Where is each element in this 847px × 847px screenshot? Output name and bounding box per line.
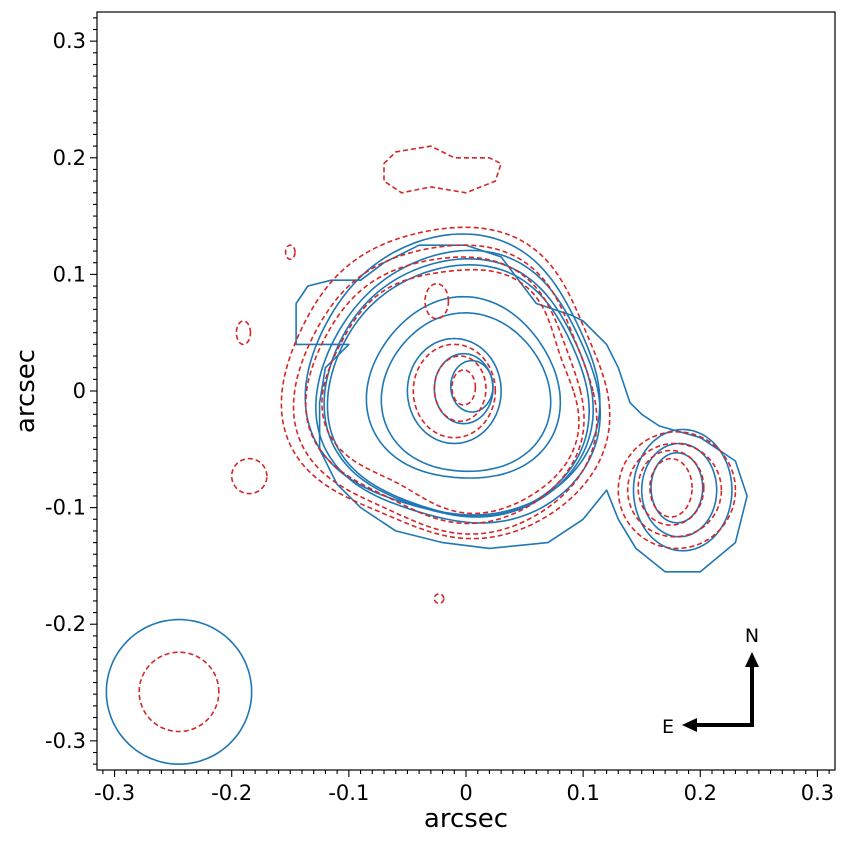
x-tick-label: 0.2 xyxy=(684,781,717,805)
dashed-contour-16 xyxy=(433,593,445,604)
dashed-contour-11 xyxy=(424,282,450,320)
solid-contour-3 xyxy=(326,264,590,518)
x-axis-label: arcsec xyxy=(424,804,508,834)
x-tick-label: 0.3 xyxy=(801,781,834,805)
dashed-contour-2 xyxy=(304,256,585,525)
dashed-contour-14 xyxy=(235,320,252,346)
y-axis-label: arcsec xyxy=(11,349,41,433)
dashed-contour-0 xyxy=(280,226,611,540)
compass-north-label: N xyxy=(745,625,759,647)
y-tick-label: -0.3 xyxy=(45,729,86,753)
y-tick-label: 0.1 xyxy=(53,262,86,286)
y-tick-label: -0.2 xyxy=(45,612,86,636)
solid-contour-5 xyxy=(380,312,552,473)
dashed-contour-10 xyxy=(649,457,693,518)
dashed-contour-5 xyxy=(433,355,487,423)
dashed-contour-1 xyxy=(292,244,598,535)
y-tick-label: 0 xyxy=(73,379,86,403)
y-tick-label: -0.1 xyxy=(45,496,86,520)
dashed-contour-6 xyxy=(451,369,477,406)
dashed-contour-13 xyxy=(230,457,268,495)
dashed-contour-4 xyxy=(412,343,497,439)
north-arrow-head xyxy=(745,652,759,667)
dashed-contour-15 xyxy=(284,244,296,261)
dashed-contour-17 xyxy=(138,651,220,733)
solid-contour-9 xyxy=(295,244,748,573)
solid-contour-13 xyxy=(105,618,253,765)
y-tick-label: 0.3 xyxy=(53,29,86,53)
dashed-contour-8 xyxy=(626,442,723,538)
solid-contour-8 xyxy=(449,359,494,413)
x-tick-label: -0.3 xyxy=(94,781,135,805)
dashed-contour-series xyxy=(138,145,737,733)
x-tick-label: -0.2 xyxy=(211,781,252,805)
x-tick-label: 0 xyxy=(459,781,472,805)
solid-contour-1 xyxy=(323,257,594,518)
compass: N E xyxy=(662,625,759,738)
dashed-contour-7 xyxy=(617,431,737,550)
y-axis: -0.3 -0.2 -0.1 0 0.1 0.2 0.3 xyxy=(45,17,97,765)
compass-east-label: E xyxy=(662,716,674,738)
dashed-contour-3 xyxy=(321,268,580,515)
x-tick-label: 0.1 xyxy=(566,781,599,805)
solid-contour-2 xyxy=(315,249,602,524)
x-tick-label: -0.1 xyxy=(328,781,369,805)
solid-contour-6 xyxy=(406,337,502,445)
y-tick-label: 0.2 xyxy=(53,146,86,170)
solid-contour-10 xyxy=(632,428,733,552)
x-axis: -0.3 -0.2 -0.1 0 0.1 0.2 0.3 xyxy=(94,770,834,805)
solid-contour-4 xyxy=(365,295,562,479)
plot-background xyxy=(97,12,835,770)
east-arrow-head xyxy=(682,718,697,732)
